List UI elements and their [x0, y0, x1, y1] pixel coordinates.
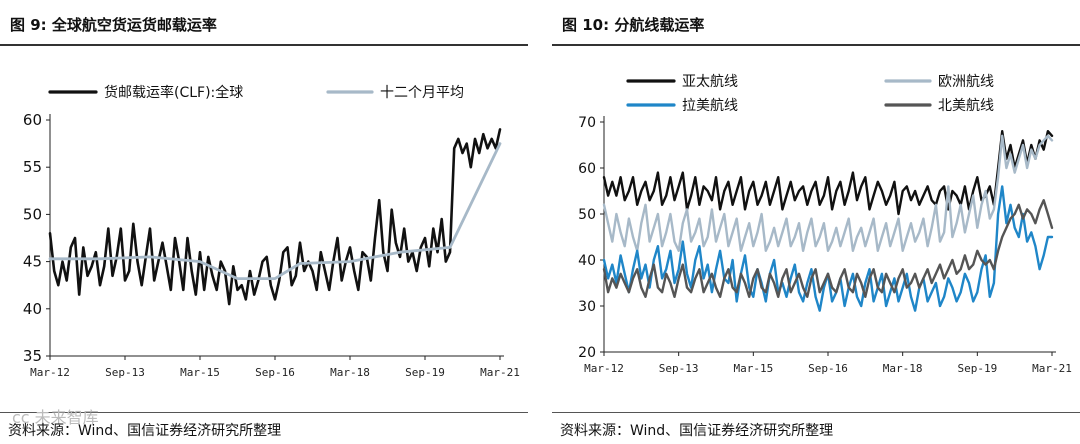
- top-rule: [552, 44, 1080, 46]
- series-line-1: [48, 142, 502, 280]
- x-tick-label: Mar-15: [180, 366, 220, 379]
- y-tick-label: 40: [23, 300, 42, 318]
- legend-label-2: 拉美航线: [682, 98, 738, 114]
- legend-label-1: 十二个月平均: [380, 85, 464, 101]
- legend-label-0: 亚太航线: [682, 74, 738, 90]
- series-line-1: [602, 134, 1054, 252]
- x-tick-label: Mar-21: [480, 366, 520, 379]
- x-tick-label: Mar-15: [733, 362, 773, 375]
- x-tick-label: Sep-13: [105, 366, 145, 379]
- x-tick-label: Sep-13: [659, 362, 699, 375]
- series-line-0: [48, 128, 502, 306]
- x-tick-label: Mar-12: [584, 362, 624, 375]
- legend-label-1: 欧洲航线: [938, 74, 994, 90]
- top-rule: [0, 44, 528, 46]
- x-tick-label: Sep-19: [405, 366, 445, 379]
- bottom-rule: [552, 412, 1080, 413]
- y-tick-label: 20: [578, 345, 596, 361]
- y-tick-label: 30: [578, 299, 596, 315]
- y-tick-label: 55: [23, 158, 42, 176]
- figure-title: 图 10: 分航线载运率: [562, 16, 705, 34]
- watermark: ᴄᴄ 未来智库: [12, 408, 99, 427]
- route-load-factor-chart: 20 30 40 50 60 70 Mar-12 Sep-13 Mar-15 Sep-16 Mar-…: [578, 74, 1072, 375]
- x-tick-label: Mar-18: [330, 366, 370, 379]
- y-tick-label: 50: [23, 205, 42, 223]
- legend-label-0: 货邮载运率(CLF):全球: [104, 84, 243, 101]
- x-tick-label: Mar-18: [883, 362, 923, 375]
- y-tick-label: 40: [578, 253, 596, 269]
- x-tick-label: Sep-19: [957, 362, 997, 375]
- series-line-0: [602, 130, 1054, 216]
- x-tick-label: Mar-12: [30, 366, 70, 379]
- x-tick-label: Sep-16: [808, 362, 848, 375]
- y-tick-label: 70: [578, 115, 596, 131]
- y-tick-label: 35: [23, 347, 42, 365]
- legend-label-3: 北美航线: [938, 98, 994, 114]
- y-tick-label: 50: [578, 207, 596, 223]
- figure-title: 图 9: 全球航空货运货邮载运率: [10, 16, 217, 34]
- y-tick-label: 60: [578, 161, 596, 177]
- bottom-rule: [0, 412, 528, 413]
- y-tick-label: 60: [23, 111, 42, 129]
- panel-global-load-factor: 图 9: 全球航空货运货邮载运率 35 40 45 50 55 60 Mar-12 Sep-1…: [0, 0, 528, 444]
- source-note: 资料来源：Wind、国信证券经济研究所整理: [8, 423, 282, 439]
- x-tick-label: Mar-21: [1032, 362, 1072, 375]
- series-line-3: [602, 199, 1054, 298]
- panel-route-load-factor: 图 10: 分航线载运率 20 30 40 50 60 70 Mar-12 Sep-13 Mar…: [552, 0, 1080, 444]
- source-note: 资料来源：Wind、国信证券经济研究所整理: [560, 423, 834, 439]
- y-tick-label: 45: [23, 253, 42, 271]
- global-load-factor-chart: 35 40 45 50 55 60 Mar-12 Sep-13 Mar-15 Sep-16 Mar-…: [23, 84, 520, 379]
- x-tick-label: Sep-16: [255, 366, 295, 379]
